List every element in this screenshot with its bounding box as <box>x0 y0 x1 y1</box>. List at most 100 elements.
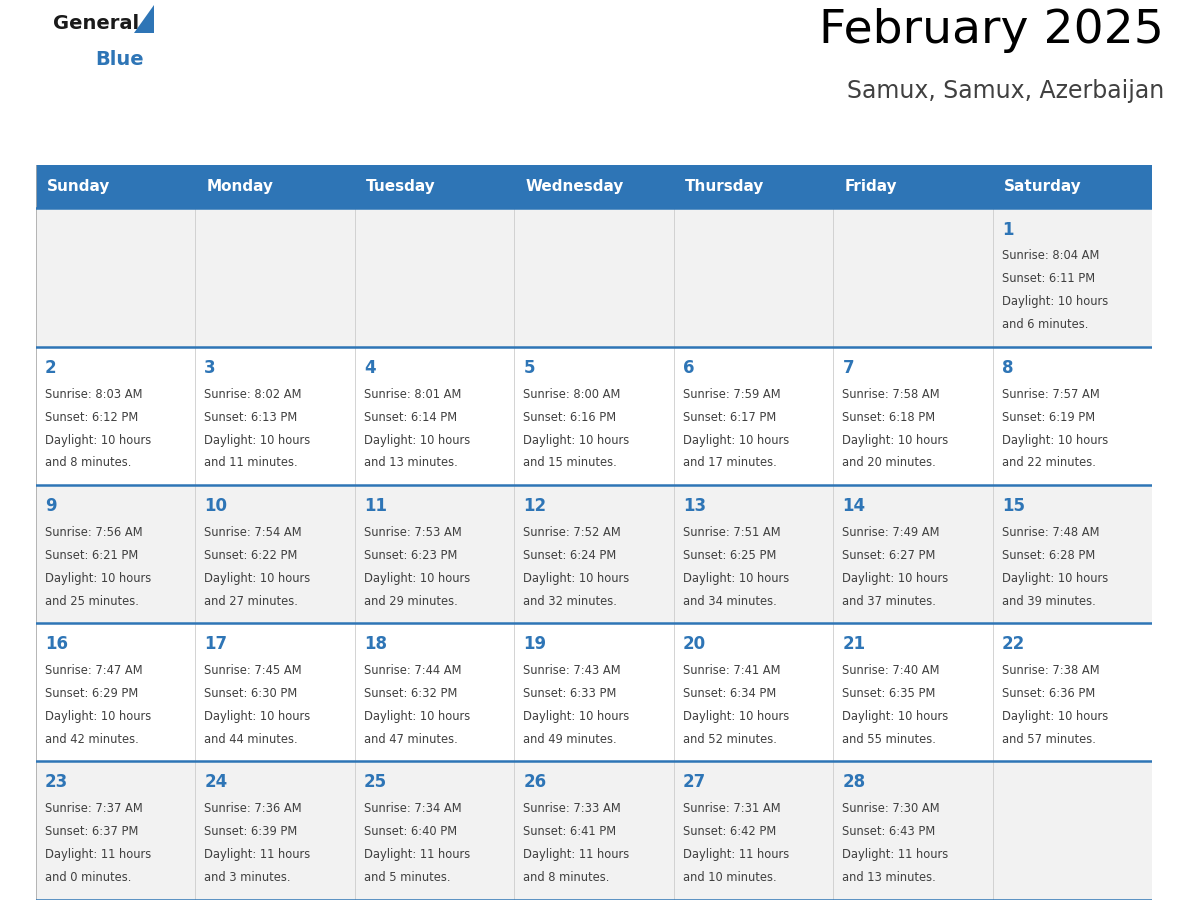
Text: and 47 minutes.: and 47 minutes. <box>364 733 457 746</box>
Text: Sunrise: 8:00 AM: Sunrise: 8:00 AM <box>524 387 620 401</box>
Text: 13: 13 <box>683 497 706 515</box>
Text: and 52 minutes.: and 52 minutes. <box>683 733 777 746</box>
Text: Sunrise: 7:45 AM: Sunrise: 7:45 AM <box>204 665 302 677</box>
Text: Sunrise: 7:43 AM: Sunrise: 7:43 AM <box>524 665 621 677</box>
Text: 26: 26 <box>524 774 546 791</box>
Text: Daylight: 10 hours: Daylight: 10 hours <box>842 433 949 446</box>
Text: 15: 15 <box>1001 497 1025 515</box>
Text: Sunset: 6:42 PM: Sunset: 6:42 PM <box>683 825 776 838</box>
Text: Sunrise: 7:41 AM: Sunrise: 7:41 AM <box>683 665 781 677</box>
Bar <box>833 165 993 208</box>
Text: Sunrise: 8:03 AM: Sunrise: 8:03 AM <box>45 387 143 401</box>
Text: and 32 minutes.: and 32 minutes. <box>524 595 618 608</box>
Text: Daylight: 11 hours: Daylight: 11 hours <box>364 848 470 861</box>
Text: and 5 minutes.: and 5 minutes. <box>364 871 450 884</box>
Text: Daylight: 10 hours: Daylight: 10 hours <box>1001 572 1108 585</box>
Text: Sunset: 6:41 PM: Sunset: 6:41 PM <box>524 825 617 838</box>
Text: Sunset: 6:16 PM: Sunset: 6:16 PM <box>524 410 617 423</box>
Text: 7: 7 <box>842 359 854 376</box>
Text: Sunrise: 7:33 AM: Sunrise: 7:33 AM <box>524 802 621 815</box>
Text: Sunset: 6:19 PM: Sunset: 6:19 PM <box>1001 410 1095 423</box>
Text: and 0 minutes.: and 0 minutes. <box>45 871 131 884</box>
Text: and 49 minutes.: and 49 minutes. <box>524 733 617 746</box>
Text: and 8 minutes.: and 8 minutes. <box>524 871 609 884</box>
Text: Tuesday: Tuesday <box>366 179 436 195</box>
Text: 1: 1 <box>1001 220 1013 239</box>
Text: General: General <box>53 14 139 33</box>
Text: Daylight: 10 hours: Daylight: 10 hours <box>364 710 470 723</box>
Text: Sunset: 6:39 PM: Sunset: 6:39 PM <box>204 825 297 838</box>
Text: Friday: Friday <box>845 179 897 195</box>
Bar <box>36 208 1152 347</box>
Text: Daylight: 11 hours: Daylight: 11 hours <box>842 848 949 861</box>
Text: Sunrise: 7:48 AM: Sunrise: 7:48 AM <box>1001 526 1099 539</box>
Text: and 55 minutes.: and 55 minutes. <box>842 733 936 746</box>
Text: and 8 minutes.: and 8 minutes. <box>45 456 131 469</box>
Text: 4: 4 <box>364 359 375 376</box>
Text: and 10 minutes.: and 10 minutes. <box>683 871 777 884</box>
Text: Daylight: 10 hours: Daylight: 10 hours <box>842 710 949 723</box>
Text: 2: 2 <box>45 359 56 376</box>
Text: Daylight: 11 hours: Daylight: 11 hours <box>524 848 630 861</box>
Text: Sunset: 6:13 PM: Sunset: 6:13 PM <box>204 410 297 423</box>
Text: Daylight: 10 hours: Daylight: 10 hours <box>524 572 630 585</box>
Text: 21: 21 <box>842 635 866 654</box>
Bar <box>195 165 355 208</box>
Text: Sunrise: 7:37 AM: Sunrise: 7:37 AM <box>45 802 143 815</box>
Bar <box>36 761 1152 900</box>
Text: Sunset: 6:24 PM: Sunset: 6:24 PM <box>524 549 617 562</box>
Text: 24: 24 <box>204 774 228 791</box>
Bar <box>514 165 674 208</box>
Bar <box>36 347 1152 485</box>
Text: and 20 minutes.: and 20 minutes. <box>842 456 936 469</box>
Text: Sunset: 6:29 PM: Sunset: 6:29 PM <box>45 687 138 700</box>
Text: 25: 25 <box>364 774 387 791</box>
Text: Sunset: 6:28 PM: Sunset: 6:28 PM <box>1001 549 1095 562</box>
Text: Sunset: 6:12 PM: Sunset: 6:12 PM <box>45 410 138 423</box>
Text: Sunrise: 7:49 AM: Sunrise: 7:49 AM <box>842 526 940 539</box>
Text: Sunset: 6:23 PM: Sunset: 6:23 PM <box>364 549 457 562</box>
Text: and 11 minutes.: and 11 minutes. <box>204 456 298 469</box>
Text: Sunrise: 7:40 AM: Sunrise: 7:40 AM <box>842 665 940 677</box>
Text: Daylight: 10 hours: Daylight: 10 hours <box>524 710 630 723</box>
Text: February 2025: February 2025 <box>820 8 1164 53</box>
Text: Sunset: 6:32 PM: Sunset: 6:32 PM <box>364 687 457 700</box>
Text: 23: 23 <box>45 774 68 791</box>
Bar <box>355 165 514 208</box>
Text: and 27 minutes.: and 27 minutes. <box>204 595 298 608</box>
Text: 3: 3 <box>204 359 216 376</box>
Text: 16: 16 <box>45 635 68 654</box>
Text: Daylight: 10 hours: Daylight: 10 hours <box>683 710 789 723</box>
Text: and 13 minutes.: and 13 minutes. <box>364 456 457 469</box>
Text: Sunset: 6:43 PM: Sunset: 6:43 PM <box>842 825 936 838</box>
Text: Sunset: 6:21 PM: Sunset: 6:21 PM <box>45 549 138 562</box>
Text: 5: 5 <box>524 359 535 376</box>
Text: 11: 11 <box>364 497 387 515</box>
Text: and 17 minutes.: and 17 minutes. <box>683 456 777 469</box>
Polygon shape <box>134 5 154 33</box>
Bar <box>36 623 1152 761</box>
Text: 28: 28 <box>842 774 866 791</box>
Text: Daylight: 10 hours: Daylight: 10 hours <box>683 433 789 446</box>
Text: Daylight: 10 hours: Daylight: 10 hours <box>1001 710 1108 723</box>
Text: Monday: Monday <box>207 179 273 195</box>
Text: Sunset: 6:17 PM: Sunset: 6:17 PM <box>683 410 776 423</box>
Text: Sunset: 6:34 PM: Sunset: 6:34 PM <box>683 687 776 700</box>
Text: Sunrise: 7:51 AM: Sunrise: 7:51 AM <box>683 526 781 539</box>
Text: 22: 22 <box>1001 635 1025 654</box>
Text: Sunrise: 7:56 AM: Sunrise: 7:56 AM <box>45 526 143 539</box>
Text: 10: 10 <box>204 497 227 515</box>
Text: Sunday: Sunday <box>48 179 110 195</box>
Text: Sunrise: 7:38 AM: Sunrise: 7:38 AM <box>1001 665 1100 677</box>
Text: Daylight: 10 hours: Daylight: 10 hours <box>1001 296 1108 308</box>
Text: 18: 18 <box>364 635 387 654</box>
Text: Sunrise: 7:53 AM: Sunrise: 7:53 AM <box>364 526 462 539</box>
Text: Sunset: 6:27 PM: Sunset: 6:27 PM <box>842 549 936 562</box>
Text: Daylight: 10 hours: Daylight: 10 hours <box>842 572 949 585</box>
Text: Daylight: 10 hours: Daylight: 10 hours <box>204 572 310 585</box>
Text: Sunset: 6:33 PM: Sunset: 6:33 PM <box>524 687 617 700</box>
Text: Daylight: 10 hours: Daylight: 10 hours <box>204 710 310 723</box>
Text: and 13 minutes.: and 13 minutes. <box>842 871 936 884</box>
Text: and 34 minutes.: and 34 minutes. <box>683 595 777 608</box>
Text: Daylight: 10 hours: Daylight: 10 hours <box>45 572 151 585</box>
